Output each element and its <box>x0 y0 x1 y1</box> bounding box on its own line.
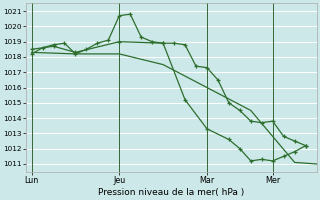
X-axis label: Pression niveau de la mer( hPa ): Pression niveau de la mer( hPa ) <box>98 188 244 197</box>
